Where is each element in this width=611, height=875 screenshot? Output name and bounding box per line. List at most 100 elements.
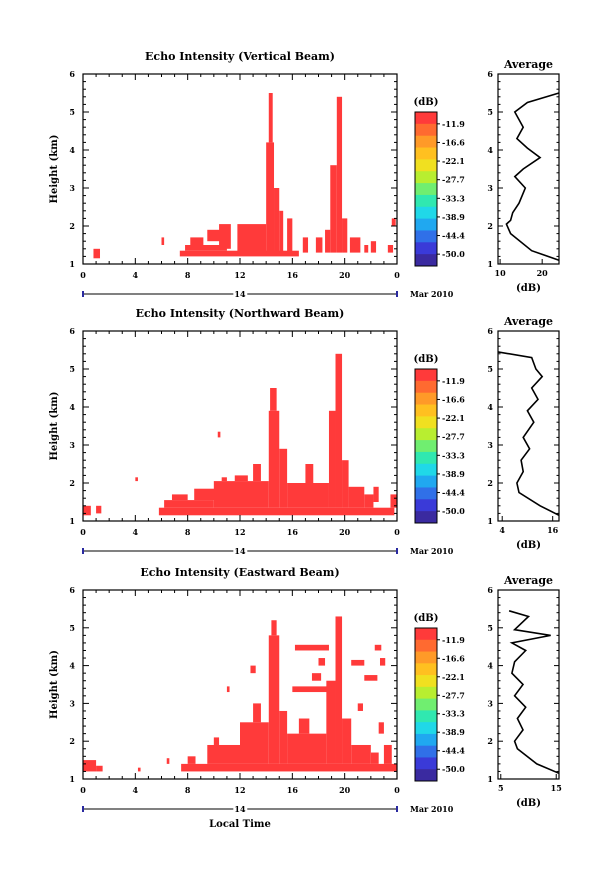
echo-cell: [326, 680, 336, 764]
colorbar-label: -44.4: [442, 746, 465, 756]
echo-cell: [342, 460, 349, 508]
colorbar-segment: [415, 757, 437, 770]
colorbar-segment: [415, 183, 437, 196]
echo-cell: [179, 250, 299, 257]
echo-cell: [391, 218, 396, 226]
colorbar-segment: [415, 171, 437, 184]
x-tick-label: 16: [287, 527, 299, 537]
echo-cell: [325, 229, 331, 253]
colorbar-segment: [415, 135, 437, 149]
colorbar-segment: [415, 745, 437, 758]
average-y-tick-label: 4: [487, 402, 493, 412]
y-tick-label: 1: [69, 516, 75, 526]
average-x-label: (dB): [516, 283, 541, 294]
colorbar-segment: [415, 451, 437, 465]
colorbar-label: -50.0: [442, 249, 465, 259]
echo-cell: [226, 686, 230, 693]
echo-cell: [305, 464, 314, 483]
x-tick-label: 20: [339, 527, 351, 537]
colorbar-segment: [415, 159, 437, 172]
average-y-tick-label: 3: [487, 698, 493, 708]
y-tick-label: 3: [69, 698, 75, 708]
echo-cell: [217, 431, 221, 438]
echo-cell: [335, 616, 343, 764]
echo-cell: [374, 644, 382, 651]
x-tick-label: 8: [185, 785, 191, 795]
colorbar-segment: [415, 769, 437, 782]
echo-cell: [266, 142, 275, 253]
echo-cell: [390, 494, 397, 508]
average-y-tick-label: 4: [487, 661, 493, 671]
echo-cell: [370, 752, 379, 764]
colorbar-label: -11.9: [442, 119, 465, 129]
average-y-tick-label: 1: [487, 259, 493, 269]
average-y-tick-label: 6: [487, 69, 493, 79]
colorbar-unit: (dB): [414, 613, 439, 624]
x-tick-label: 4: [133, 270, 139, 280]
echo-cell: [274, 188, 280, 253]
colorbar-label: -27.7: [442, 175, 465, 185]
average-y-tick-label: 5: [487, 107, 493, 117]
colorbar-segment: [415, 218, 437, 231]
y-tick-label: 1: [69, 259, 75, 269]
colorbar-segment: [415, 639, 437, 653]
echo-cell: [387, 245, 394, 253]
y-tick-label: 1: [69, 774, 75, 784]
colorbar-segment: [415, 194, 437, 208]
x-tick-label: 12: [234, 527, 245, 537]
y-tick-label: 2: [69, 221, 75, 231]
echo-cell: [318, 658, 326, 666]
echo-cell: [137, 767, 141, 772]
echo-cell: [93, 248, 101, 259]
date-label: 14: [234, 289, 246, 299]
colorbar-segment: [415, 206, 437, 220]
x-tick-label: 12: [234, 270, 245, 280]
echo-cell: [194, 488, 221, 501]
echo-cell: [161, 237, 165, 245]
echo-cell: [294, 644, 329, 651]
echo-cell: [237, 224, 267, 253]
y-tick-label: 4: [69, 402, 75, 412]
echo-cell: [279, 448, 288, 508]
y-tick-label: 5: [69, 364, 75, 374]
echo-cell: [253, 464, 261, 482]
echo-cell: [250, 665, 256, 674]
colorbar-frame: [414, 368, 438, 524]
colorbar-label: -22.1: [442, 672, 465, 682]
echo-cell: [336, 96, 343, 253]
date-month-label: Mar 2010: [410, 804, 454, 814]
echo-cell: [253, 703, 261, 723]
average-title: Average: [503, 315, 553, 328]
average-y-tick-label: 4: [487, 145, 493, 155]
y-tick-label: 5: [69, 623, 75, 633]
average-y-tick-label: 2: [487, 736, 493, 746]
y-tick-label: 6: [69, 326, 75, 336]
echo-cell: [342, 718, 352, 764]
echo-cell: [185, 245, 227, 251]
colorbar-segment: [415, 112, 437, 125]
colorbar-segment: [415, 511, 437, 524]
echo-cell: [268, 410, 280, 508]
colorbar-segment: [415, 663, 437, 676]
colorbar-label: -38.9: [442, 212, 465, 222]
x-tick-label: 16: [287, 270, 299, 280]
panel-title: Echo Intensity (Vertical Beam): [145, 50, 335, 63]
date-month-label: Mar 2010: [410, 289, 454, 299]
average-frame: [497, 330, 560, 522]
x-tick-label: 4: [133, 527, 139, 537]
echo-cell: [328, 410, 336, 508]
colorbar-segment: [415, 675, 437, 688]
colorbar-label: -11.9: [442, 376, 465, 386]
average-profile-line: [505, 92, 560, 261]
echo-cell: [207, 744, 240, 764]
colorbar-segment: [415, 380, 437, 394]
echo-blocks: [93, 93, 396, 259]
echo-cell: [279, 210, 284, 253]
colorbar-segment: [415, 628, 437, 641]
colorbar-label: -33.3: [442, 193, 465, 203]
echo-cell: [364, 675, 378, 681]
x-tick-label: 0: [80, 527, 86, 537]
echo-cell: [315, 237, 323, 253]
echo-cell: [234, 475, 248, 482]
colorbar-label: -50.0: [442, 764, 465, 774]
